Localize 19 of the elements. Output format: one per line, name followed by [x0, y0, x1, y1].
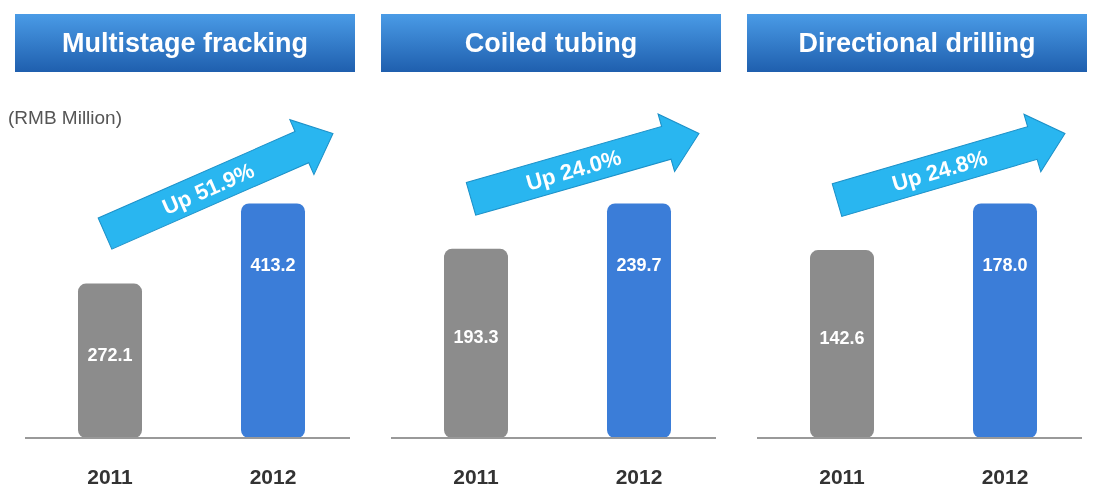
x-tick-label: 2011: [819, 465, 866, 488]
text: Up 24.8%: [889, 144, 991, 197]
chart-title: Multistage fracking: [61, 28, 309, 58]
y-axis-title: (RMB Million): [8, 107, 122, 128]
data-label: 142.6: [819, 328, 865, 349]
data-label: 413.2: [250, 254, 296, 275]
annotation: Up 51.9%: [158, 157, 259, 220]
data-label: 239.7: [616, 254, 662, 275]
data-label: 272.1: [87, 344, 133, 365]
x-tick-label: 2011: [453, 465, 500, 488]
data-label: 178.0: [982, 254, 1028, 275]
x-tick-label: 2012: [615, 465, 663, 488]
data-label: 193.3: [453, 327, 499, 348]
x-tick-label: 2012: [249, 465, 297, 488]
chart-title: Coiled tubing: [464, 28, 638, 58]
x-tick-label: 2011: [87, 465, 134, 488]
chart-title: Directional drilling: [798, 28, 1036, 58]
x-tick-label: 2012: [981, 465, 1029, 488]
text: Up 24.0%: [523, 144, 625, 196]
